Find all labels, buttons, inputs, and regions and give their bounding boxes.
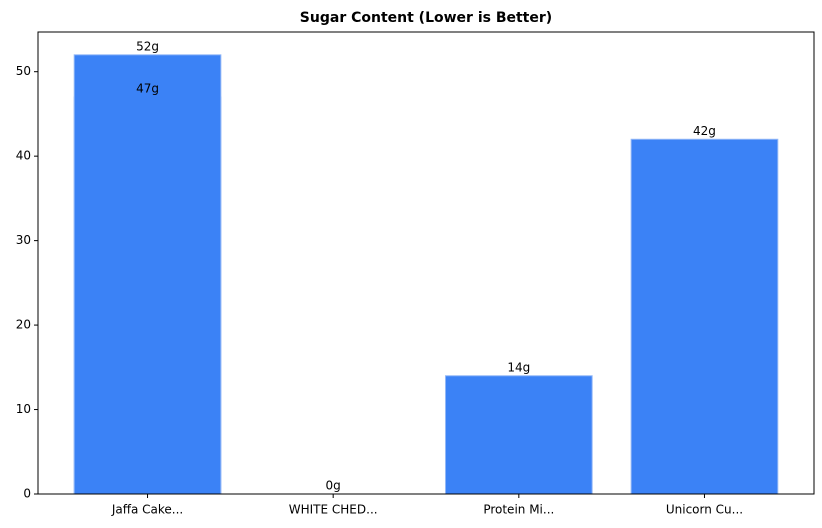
bar xyxy=(630,138,779,495)
x-tick-label: Unicorn Cu... xyxy=(666,503,743,517)
y-tick-label: 30 xyxy=(16,233,31,247)
bar xyxy=(73,54,222,495)
y-tick-label: 40 xyxy=(16,149,31,163)
value-label: 42g xyxy=(693,124,716,138)
x-tick-label: Protein Mi... xyxy=(483,503,554,517)
y-tick-label: 10 xyxy=(16,402,31,416)
x-tick-label: WHITE CHED... xyxy=(289,503,378,517)
x-tick-label: Jaffa Cake... xyxy=(111,503,183,517)
y-tick-label: 20 xyxy=(16,318,31,332)
plot-frame xyxy=(37,31,815,495)
y-tick-label: 0 xyxy=(23,487,31,501)
value-label: 52g xyxy=(136,39,159,53)
value-label: 0g xyxy=(326,479,341,493)
y-tick-label: 50 xyxy=(16,64,31,78)
value-label: 14g xyxy=(507,360,530,374)
bar xyxy=(444,375,593,495)
chart-title: Sugar Content (Lower is Better) xyxy=(300,10,552,26)
value-label: 47g xyxy=(136,82,159,96)
